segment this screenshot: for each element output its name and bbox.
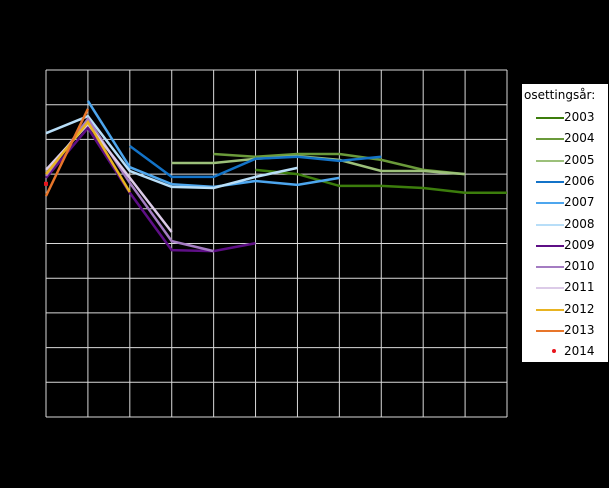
legend-label: 2014 <box>564 344 595 359</box>
legend: osettingsår: 2003 2004 2005 2006 2007 2008 200… <box>522 84 608 362</box>
legend-label: 2011 <box>564 280 595 295</box>
chart-series <box>44 100 507 253</box>
series-2009 <box>45 125 256 253</box>
legend-label: 2005 <box>564 152 595 167</box>
legend-label: 2003 <box>564 110 595 124</box>
legend-item-2008: 2008 <box>522 215 608 235</box>
legend-item-2003: 2003 <box>522 108 608 128</box>
line-swatch-icon <box>536 202 564 205</box>
series-2008 <box>45 114 298 190</box>
legend-item-2012: 2012 <box>522 300 608 320</box>
series-2013 <box>44 108 90 197</box>
legend-label: 2007 <box>564 195 595 210</box>
legend-label: 2010 <box>564 259 595 274</box>
legend-label: 2006 <box>564 173 595 188</box>
legend-item-2005: 2005 <box>522 151 608 171</box>
legend-label: 2009 <box>564 237 595 252</box>
line-swatch-icon <box>536 287 564 290</box>
line-swatch-icon <box>536 330 564 332</box>
legend-item-2009: 2009 <box>522 236 608 256</box>
series-2006 <box>129 144 382 179</box>
line-swatch-icon <box>536 308 564 311</box>
line-swatch-icon <box>536 180 564 183</box>
legend-title: osettingsår: <box>524 88 596 102</box>
line-swatch-icon <box>536 159 564 162</box>
legend-item-2006: 2006 <box>522 172 608 192</box>
legend-item-2011: 2011 <box>522 278 608 298</box>
legend-item-2010: 2010 <box>522 257 608 277</box>
line-swatch-icon <box>536 117 564 119</box>
legend-label: 2013 <box>564 323 595 337</box>
series-2003 <box>255 168 507 195</box>
line-swatch-icon <box>536 266 564 269</box>
legend-label: 2012 <box>564 301 595 316</box>
series-2012 <box>45 119 131 193</box>
legend-label: 2008 <box>564 216 595 231</box>
line-swatch-icon <box>536 244 564 247</box>
legend-item-2004: 2004 <box>522 129 608 149</box>
line-swatch-icon <box>536 138 564 141</box>
legend-item-2014: 2014 <box>522 342 608 362</box>
series-2014 <box>44 181 48 186</box>
legend-label: 2004 <box>564 131 595 146</box>
chart-grid <box>45 69 508 418</box>
legend-item-2013: 2013 <box>522 321 608 341</box>
dot-marker-icon <box>552 349 556 354</box>
legend-item-2007: 2007 <box>522 193 608 213</box>
line-swatch-icon <box>536 223 564 226</box>
